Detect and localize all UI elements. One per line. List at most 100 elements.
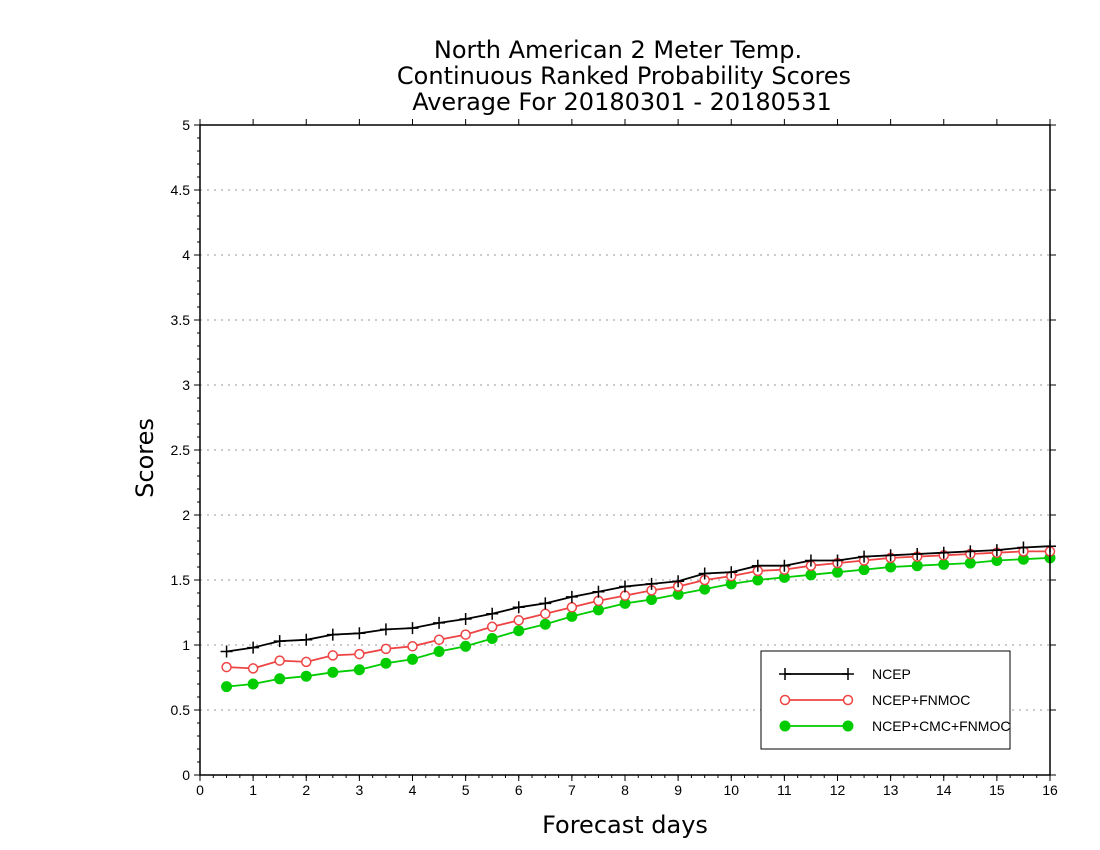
data-point-ncep [406, 622, 419, 635]
x-tick-label: 3 [355, 782, 363, 798]
data-point-ncep [778, 559, 791, 572]
data-point-ncep [592, 585, 605, 598]
data-point-ncep-cmc-fnmoc [646, 594, 658, 605]
data-point-ncep-cmc-fnmoc [752, 574, 764, 586]
data-point-ncep-cmc-fnmoc [885, 561, 897, 573]
y-tick-label: 0.5 [171, 702, 191, 718]
data-point-ncep-fnmoc [486, 621, 498, 633]
data-point-ncep [858, 550, 871, 563]
data-point-ncep [751, 559, 764, 572]
data-point-ncep-fnmoc [380, 643, 392, 655]
data-point-ncep-cmc-fnmoc [486, 633, 498, 644]
data-point-ncep-cmc-fnmoc [433, 646, 445, 657]
data-point-ncep-cmc-fnmoc [380, 657, 392, 669]
x-tick-label: 15 [989, 782, 1005, 798]
legend-marker-ncep-fnmoc [842, 694, 854, 706]
legend: NCEP NCEP+FNMOC NCEP+CMC+FNMOC [760, 650, 1011, 750]
data-point-ncep-cmc-fnmoc [327, 666, 339, 678]
y-tick-label: 5 [182, 117, 190, 133]
data-point-ncep [725, 566, 738, 579]
data-point-ncep [937, 546, 950, 559]
data-point-ncep-cmc-fnmoc [566, 610, 578, 622]
data-point-ncep-cmc-fnmoc [911, 560, 923, 572]
data-point-ncep-fnmoc [540, 608, 551, 620]
data-point-ncep-fnmoc [274, 655, 285, 666]
data-point-ncep-cmc-fnmoc [274, 673, 286, 685]
data-point-ncep-cmc-fnmoc [300, 670, 312, 682]
legend-label-ncep: NCEP [872, 666, 911, 682]
legend-marker-ncep-fnmoc [779, 694, 791, 706]
y-tick-label: 4 [182, 247, 190, 263]
data-point-ncep-fnmoc [460, 629, 471, 640]
title-line-3: Average For 20180301 - 20180531 [412, 88, 832, 116]
y-tick-label: 2.5 [171, 442, 191, 458]
x-tick-label: 9 [674, 782, 682, 798]
data-point-ncep [831, 554, 844, 567]
data-point-ncep-cmc-fnmoc [460, 640, 472, 652]
legend-label-ncep-cmc-fnmoc: NCEP+CMC+FNMOC [872, 718, 1010, 734]
data-point-ncep [619, 580, 631, 593]
y-tick-label: 3 [182, 377, 190, 393]
y-tick-label: 1 [182, 637, 190, 653]
data-point-ncep-fnmoc [407, 641, 418, 652]
y-tick-label: 3.5 [171, 312, 191, 328]
data-point-ncep-cmc-fnmoc [247, 678, 259, 690]
data-point-ncep [247, 641, 260, 654]
data-point-ncep-cmc-fnmoc [699, 583, 711, 595]
data-point-ncep [486, 607, 499, 620]
title-line-1: North American 2 Meter Temp. [434, 36, 802, 64]
data-point-ncep-fnmoc [354, 648, 365, 660]
data-point-ncep [459, 613, 472, 625]
data-point-ncep [220, 645, 233, 658]
x-tick-label: 4 [409, 782, 417, 798]
data-point-ncep-cmc-fnmoc [513, 625, 525, 637]
data-point-ncep-cmc-fnmoc [832, 566, 843, 578]
axis-ticks: 00.511.522.533.544.550 1 2 3 4 5 6 7 8 9 10 11 12 13 1… [171, 117, 1058, 798]
data-point-ncep [353, 627, 366, 640]
data-point-ncep-cmc-fnmoc [964, 557, 976, 569]
data-point-ncep-cmc-fnmoc [858, 564, 870, 576]
data-point-ncep-fnmoc [301, 656, 312, 668]
data-point-ncep [379, 623, 392, 636]
data-point-ncep-fnmoc [433, 634, 445, 646]
data-point-ncep-fnmoc [327, 650, 339, 661]
x-tick-label: 0 [196, 782, 204, 798]
x-tick-label: 8 [621, 782, 629, 798]
data-point-ncep [326, 628, 339, 641]
x-tick-label: 14 [936, 782, 952, 798]
data-point-ncep-fnmoc [566, 602, 578, 613]
x-tick-label: 5 [462, 782, 470, 798]
series-ncep-cmc-fnmoc [221, 552, 1056, 693]
x-tick-label: 13 [883, 782, 899, 798]
data-point-ncep-cmc-fnmoc [353, 664, 365, 676]
x-tick-label: 16 [1042, 782, 1058, 798]
x-tick-label: 12 [830, 782, 846, 798]
x-tick-label: 2 [302, 782, 310, 798]
series-layer [220, 540, 1056, 693]
data-point-ncep [964, 545, 977, 558]
title-line-2: Continuous Ranked Probability Scores [397, 62, 851, 90]
data-point-ncep-cmc-fnmoc [805, 569, 817, 581]
x-axis-label: Forecast days [542, 811, 708, 839]
data-point-ncep [433, 616, 446, 629]
data-point-ncep [672, 575, 685, 588]
data-point-ncep-cmc-fnmoc [221, 681, 233, 693]
x-tick-label: 10 [723, 782, 739, 798]
data-point-ncep-cmc-fnmoc [407, 653, 418, 665]
data-point-ncep [884, 549, 897, 562]
data-point-ncep [645, 577, 658, 590]
data-point-ncep-cmc-fnmoc [539, 618, 551, 630]
data-point-ncep [273, 635, 286, 648]
chart-title: North American 2 Meter Temp. Continuous … [397, 36, 851, 116]
x-tick-label: 7 [568, 782, 576, 798]
y-tick-label: 4.5 [171, 182, 191, 198]
grid [200, 189, 1050, 711]
legend-marker-ncep [842, 668, 854, 680]
data-point-ncep [804, 554, 817, 567]
x-tick-label: 1 [249, 782, 257, 798]
data-point-ncep [911, 548, 924, 560]
x-tick-label: 6 [515, 782, 523, 798]
data-point-ncep-fnmoc [247, 663, 259, 674]
legend-marker-ncep-cmc-fnmoc [842, 720, 854, 732]
